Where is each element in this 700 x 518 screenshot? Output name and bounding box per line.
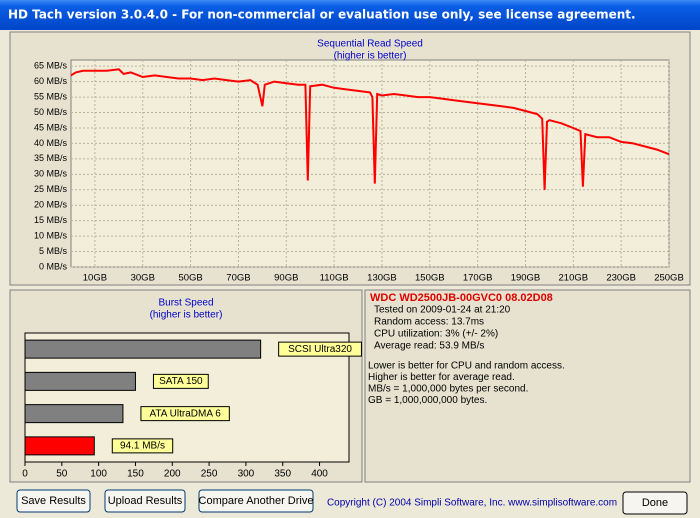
bar-label: SCSI Ultra320 xyxy=(288,344,352,355)
y-tick-label: 20 MB/s xyxy=(34,200,68,210)
x-tick-label: 100 xyxy=(90,469,107,480)
x-tick-label: 150 xyxy=(127,469,144,480)
button-label[interactable]: Upload Results xyxy=(108,495,183,507)
label-box xyxy=(152,373,209,389)
info-line: Tested on 2009-01-24 at 21:20 xyxy=(374,305,511,316)
info-panel xyxy=(364,289,691,483)
button-label[interactable]: Compare Another Drive xyxy=(199,495,314,507)
label-box xyxy=(140,406,230,422)
x-tick-label: 50 xyxy=(56,469,68,480)
copyright: Copyright (C) 2004 Simpli Software, Inc.… xyxy=(327,498,617,509)
button[interactable] xyxy=(16,489,91,513)
info-note: GB = 1,000,000,000 bytes. xyxy=(368,395,487,406)
button[interactable] xyxy=(104,489,186,513)
bar xyxy=(24,339,262,359)
bar xyxy=(24,404,124,424)
y-tick-label: 35 MB/s xyxy=(34,153,68,163)
x-tick-label: 350 xyxy=(274,469,291,480)
x-tick-label: 250GB xyxy=(654,273,684,284)
x-tick-label: 130GB xyxy=(367,273,397,284)
y-tick-label: 55 MB/s xyxy=(34,91,68,101)
y-tick-label: 65 MB/s xyxy=(34,61,68,71)
x-tick-label: 190GB xyxy=(511,273,541,284)
button-label[interactable]: Save Results xyxy=(21,495,86,507)
bar-label: SATA 150 xyxy=(159,376,203,387)
x-tick-label: 10GB xyxy=(83,273,107,284)
x-tick-label: 110GB xyxy=(320,273,349,284)
x-tick-label: 90GB xyxy=(274,273,298,284)
info-line: CPU utilization: 3% (+/- 2%) xyxy=(374,329,498,340)
window-title: HD Tach version 3.0.4.0 - For non-commer… xyxy=(8,8,636,22)
title-bar xyxy=(0,0,700,30)
y-tick-label: 40 MB/s xyxy=(34,138,68,148)
value-label: 94.1 MB/s xyxy=(120,441,165,452)
x-tick-label: 210GB xyxy=(559,273,589,284)
x-tick-label: 170GB xyxy=(463,273,493,284)
x-tick-label: 250 xyxy=(201,469,218,480)
y-tick-label: 50 MB/s xyxy=(34,107,68,117)
label-box xyxy=(278,341,362,357)
y-tick-label: 10 MB/s xyxy=(34,230,68,240)
x-tick-label: 150GB xyxy=(415,273,445,284)
y-tick-label: 60 MB/s xyxy=(34,76,68,86)
chart-subtitle: (higher is better) xyxy=(150,310,223,321)
drive-name: WDC WD2500JB-00GVC0 08.02D08 xyxy=(370,292,553,304)
y-tick-label: 5 MB/s xyxy=(39,246,68,256)
bar-label: ATA UltraDMA 6 xyxy=(149,408,221,419)
x-tick-label: 200 xyxy=(164,469,181,480)
x-tick-label: 300 xyxy=(238,469,255,480)
button-label[interactable]: Done xyxy=(642,497,668,509)
button[interactable] xyxy=(622,491,688,515)
info-line: Average read: 53.9 MB/s xyxy=(374,341,484,352)
y-tick-label: 0 MB/s xyxy=(39,261,68,271)
info-line: Random access: 13.7ms xyxy=(374,317,484,328)
y-tick-label: 25 MB/s xyxy=(34,184,68,194)
x-tick-label: 400 xyxy=(311,469,328,480)
chart-subtitle: (higher is better) xyxy=(334,51,407,62)
bar xyxy=(24,436,95,456)
label-box xyxy=(111,438,174,454)
y-tick-label: 30 MB/s xyxy=(34,169,68,179)
x-tick-label: 0 xyxy=(22,469,28,480)
info-note: Lower is better for CPU and random acces… xyxy=(368,361,565,372)
bar xyxy=(24,371,136,391)
x-tick-label: 30GB xyxy=(131,273,155,284)
button[interactable] xyxy=(198,489,314,513)
y-tick-label: 15 MB/s xyxy=(34,215,68,225)
y-tick-label: 45 MB/s xyxy=(34,122,68,132)
chart-title: Burst Speed xyxy=(158,298,213,309)
x-tick-label: 230GB xyxy=(606,273,636,284)
x-tick-label: 70GB xyxy=(226,273,250,284)
info-note: Higher is better for average read. xyxy=(368,372,515,383)
chart-title: Sequential Read Speed xyxy=(317,39,423,50)
info-note: MB/s = 1,000,000 bytes per second. xyxy=(368,384,528,395)
x-tick-label: 50GB xyxy=(178,273,202,284)
read-line xyxy=(70,68,670,190)
